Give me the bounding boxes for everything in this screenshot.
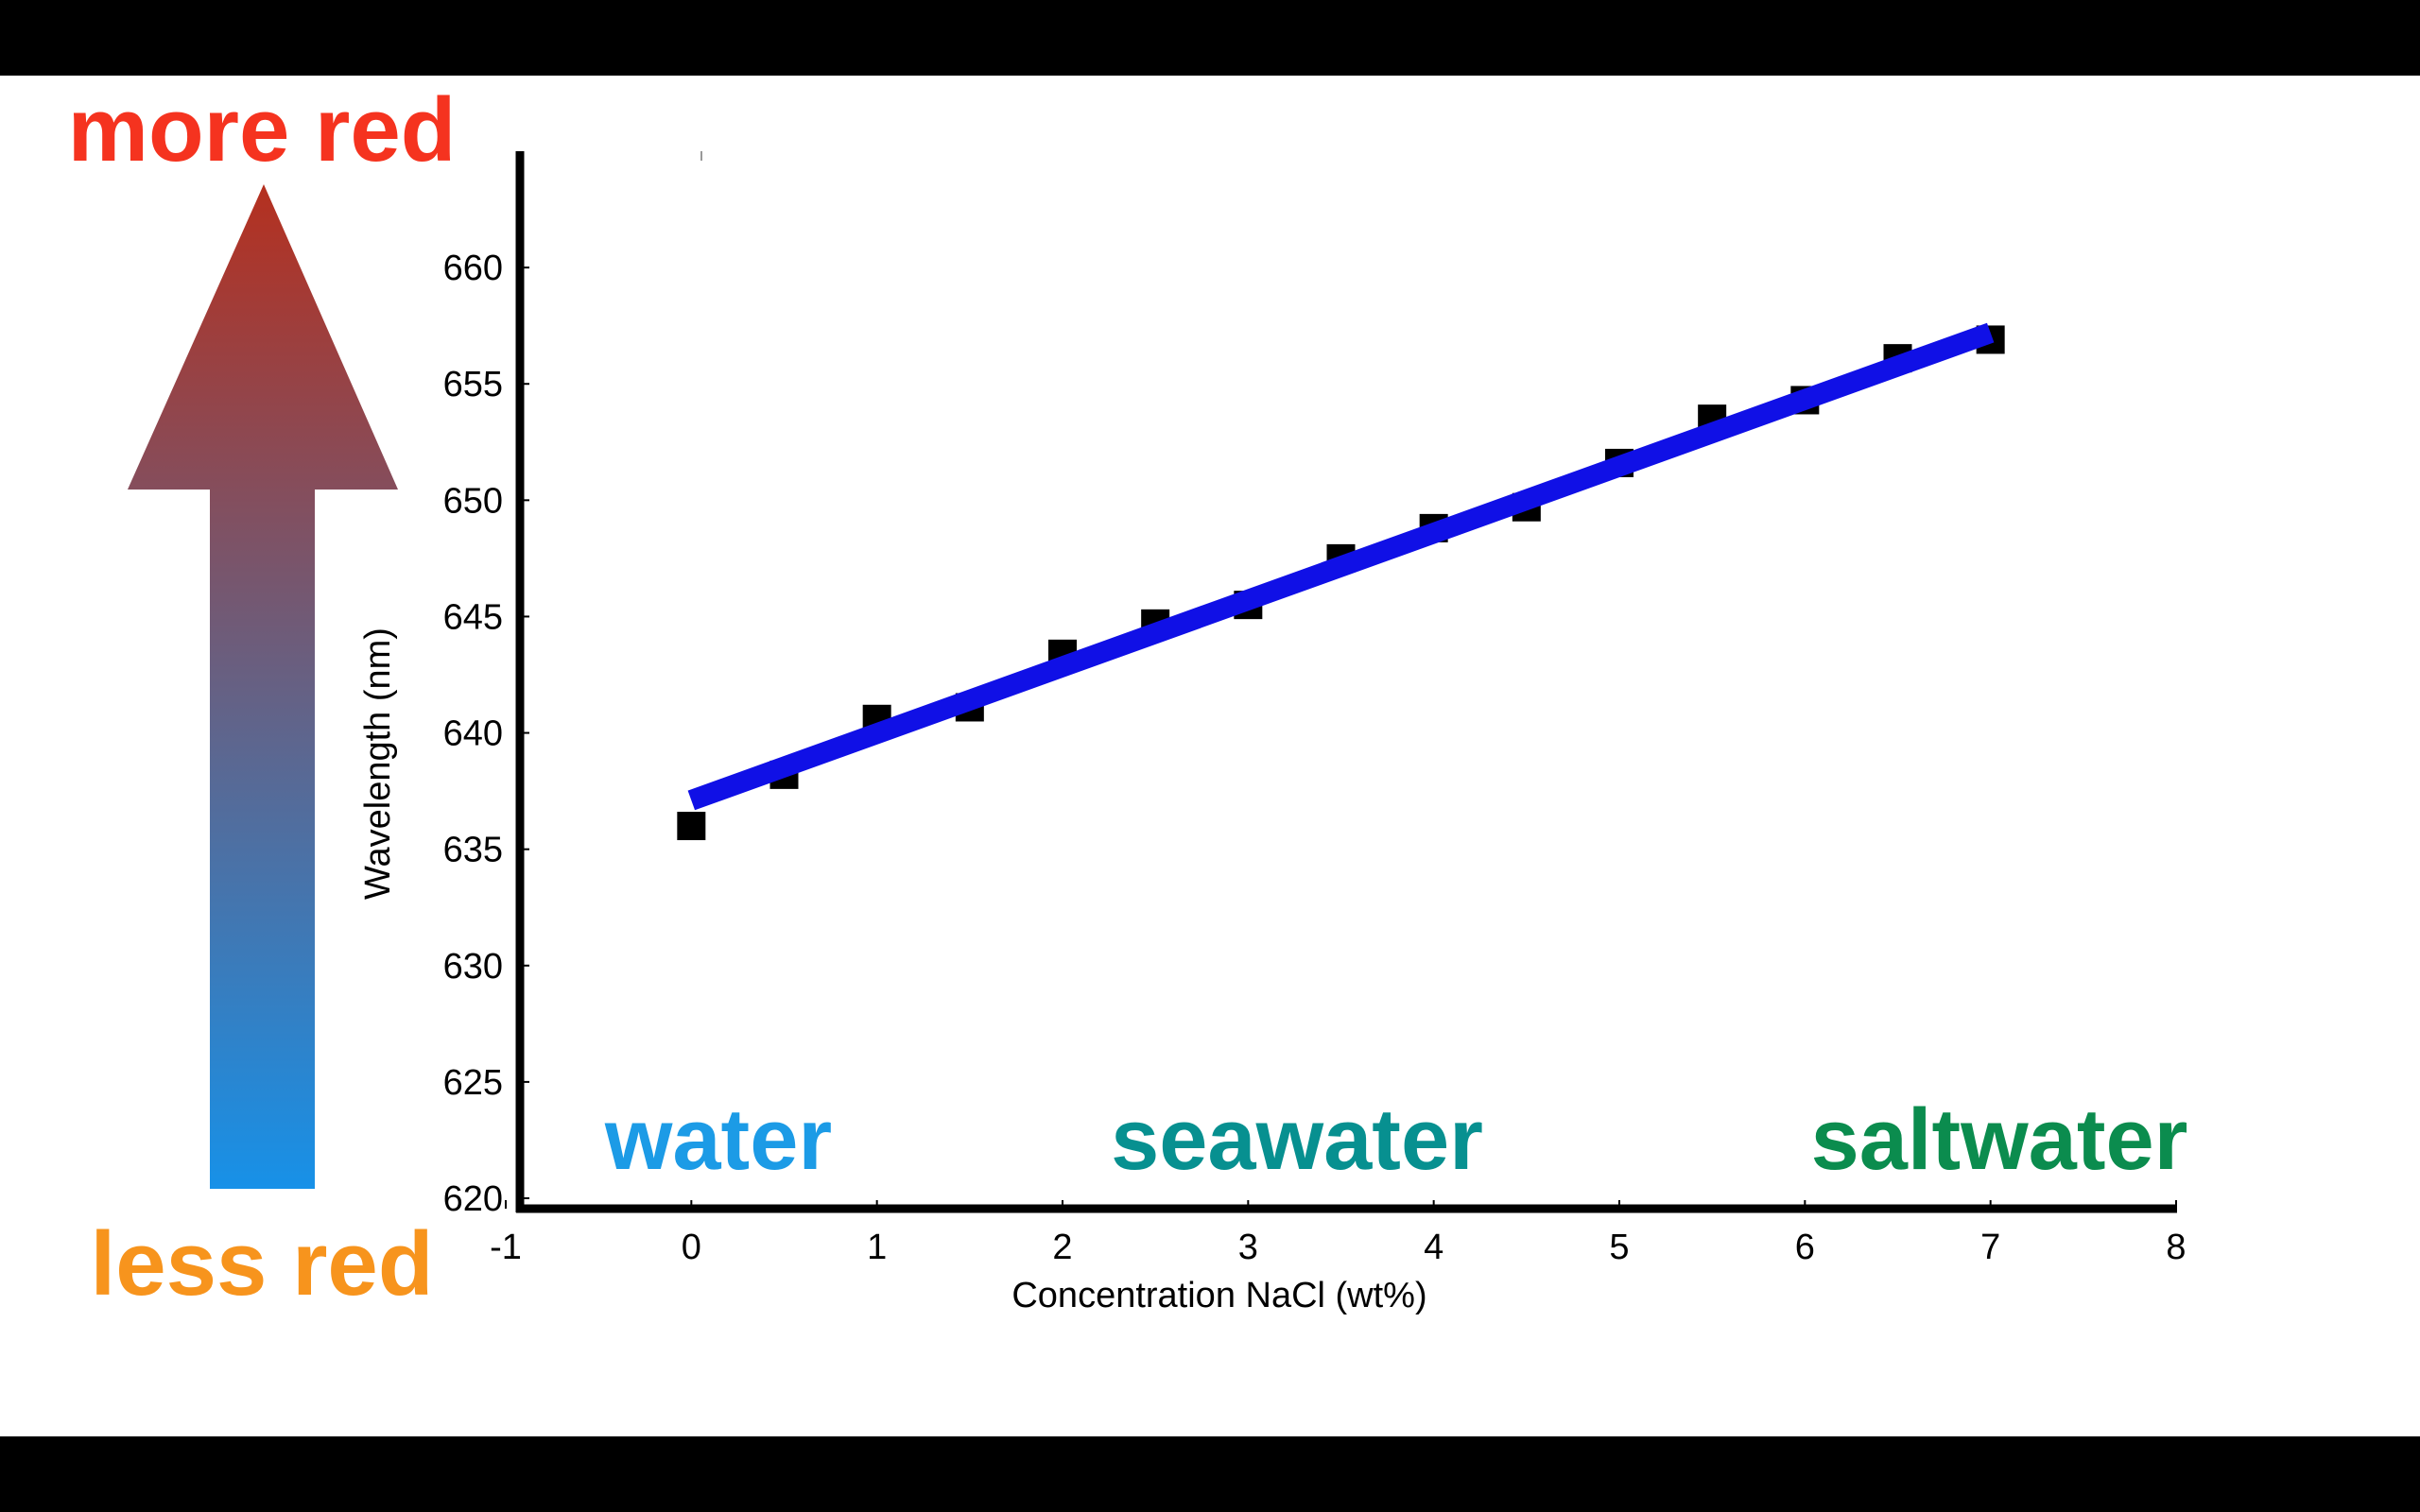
y-tick-label: 635 xyxy=(443,831,503,870)
fit-line xyxy=(687,322,1995,811)
y-tick-label: 620 xyxy=(443,1179,503,1219)
redness-arrow xyxy=(128,184,398,1189)
x-axis-label: Concentration NaCl (wt%) xyxy=(1011,1276,1426,1315)
x-tick-label: 8 xyxy=(2166,1228,2186,1267)
y-axis-label: Wavelength (nm) xyxy=(358,627,398,900)
bottom-letterbox xyxy=(0,1436,2420,1512)
y-tick-label: 625 xyxy=(443,1063,503,1103)
x-tick-label: 4 xyxy=(1424,1228,1443,1267)
x-tick-label: 3 xyxy=(1238,1228,1258,1267)
x-tick-label: 1 xyxy=(867,1228,887,1267)
top-letterbox xyxy=(0,0,2420,76)
y-tick-label: 640 xyxy=(443,714,503,754)
y-tick-label: 650 xyxy=(443,481,503,521)
y-tick-label: 645 xyxy=(443,597,503,637)
seawater-label: seawater xyxy=(1111,1091,1483,1188)
y-tick-label: 660 xyxy=(443,249,503,288)
y-tick-label: 655 xyxy=(443,365,503,404)
less-red-label: less red xyxy=(91,1213,434,1314)
saltwater-label: saltwater xyxy=(1811,1091,2188,1188)
x-tick-group: -1 0 1 2 3 4 5 6 7 8 xyxy=(490,1200,2187,1267)
y-tick-group: 620 625 630 635 640 645 650 655 660 xyxy=(443,249,529,1219)
x-tick-label: 6 xyxy=(1795,1228,1815,1267)
x-tick-label: -1 xyxy=(490,1228,522,1267)
x-tick-label: 0 xyxy=(682,1228,701,1267)
more-red-label: more red xyxy=(68,79,457,180)
water-label: water xyxy=(604,1091,832,1188)
y-tick-label: 630 xyxy=(443,947,503,987)
x-tick-label: 2 xyxy=(1052,1228,1072,1267)
x-tick-label: 5 xyxy=(1609,1228,1629,1267)
data-point xyxy=(677,812,706,841)
x-tick-label: 7 xyxy=(1980,1228,2000,1267)
